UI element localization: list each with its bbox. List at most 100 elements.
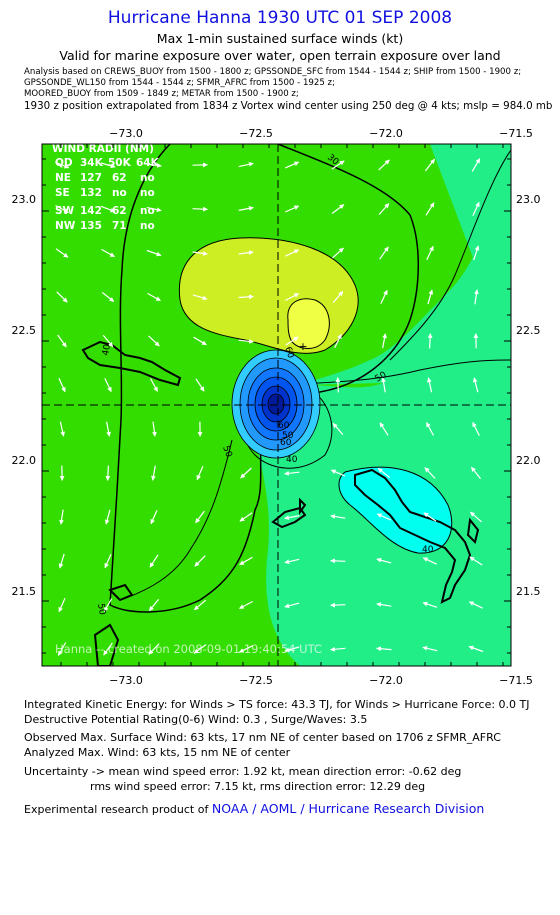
wind-arrow bbox=[284, 470, 300, 476]
outer-40kt-contour bbox=[109, 144, 419, 613]
wind-arrow bbox=[376, 602, 392, 607]
wind-arrow bbox=[376, 513, 392, 521]
wind-arrow bbox=[332, 247, 344, 259]
wind-arrow bbox=[330, 558, 346, 564]
wind-arrow bbox=[378, 203, 390, 215]
wind-arrow bbox=[59, 421, 66, 437]
wind-arrow bbox=[56, 291, 68, 303]
wind-arrow bbox=[106, 421, 111, 437]
wind-arrow bbox=[57, 642, 67, 656]
wind-arrow bbox=[379, 422, 389, 436]
wind-field-map: + 30 40 50 60 40 50 60 60 50 40 50 WIND … bbox=[12, 127, 541, 687]
wind-radii-ne-34: 127 bbox=[80, 172, 102, 184]
wind-radii-sw-qd: SW bbox=[55, 205, 75, 217]
wind-arrow bbox=[238, 600, 253, 610]
plot-frame bbox=[41, 143, 512, 667]
wind-arrow bbox=[148, 643, 160, 655]
wind-arrow bbox=[331, 160, 345, 170]
wind-arrow bbox=[423, 512, 437, 522]
wind-arrow bbox=[335, 377, 341, 393]
credit-line: Experimental research product of NOAA / … bbox=[24, 801, 484, 816]
lat-label-right: 22.0 bbox=[516, 454, 541, 467]
wind-arrow bbox=[238, 338, 254, 344]
wind-arrow bbox=[427, 333, 433, 349]
wind-arrow bbox=[146, 206, 162, 213]
wind-arrow bbox=[285, 292, 300, 302]
wind-arrow bbox=[239, 556, 253, 566]
wind-arrow bbox=[55, 248, 69, 258]
credit-prefix: Experimental research product of bbox=[24, 803, 212, 816]
uncertainty-line-1: Uncertainty -> mean wind speed error: 1.… bbox=[24, 765, 462, 778]
wind-arrow bbox=[470, 466, 482, 480]
wind-arrow bbox=[425, 202, 435, 216]
wind-radii-se-64: no bbox=[140, 187, 155, 199]
wind-arrow bbox=[334, 333, 342, 348]
wind-arrow bbox=[195, 378, 205, 392]
wind-arrow bbox=[148, 598, 160, 612]
page-title: Hurricane Hanna 1930 UTC 01 SEP 2008 bbox=[107, 8, 453, 28]
wind-radii-header-50k: 50K bbox=[108, 157, 132, 169]
wind-arrow bbox=[422, 557, 437, 565]
wind-arrow bbox=[150, 509, 158, 525]
contour-50-southwest bbox=[119, 439, 233, 601]
wind-arrow bbox=[424, 467, 436, 479]
lon-label-bottom: −73.0 bbox=[109, 674, 143, 687]
wind-arrow bbox=[284, 161, 300, 169]
lon-label-top: −72.5 bbox=[239, 127, 273, 140]
wind-arrow bbox=[332, 291, 344, 303]
credit-org-link[interactable]: NOAA / AOML / Hurricane Research Divisio… bbox=[211, 801, 485, 816]
ike-line: Integrated Kinetic Energy: for Winds > T… bbox=[24, 698, 530, 711]
wind-arrow bbox=[424, 158, 436, 172]
contour-label-40: 40 bbox=[101, 343, 113, 356]
contour-yellowgreen bbox=[178, 237, 359, 354]
analysis-line: GPSSONDE_WL150 from 1544 - 1544 z; SFMR_… bbox=[24, 78, 335, 88]
wind-arrow bbox=[474, 289, 479, 305]
wind-arrow bbox=[332, 423, 344, 435]
wind-arrow bbox=[58, 597, 66, 613]
wind-arrow bbox=[469, 556, 483, 566]
wind-arrow bbox=[426, 377, 433, 393]
wind-radii-nw-50: 71 bbox=[112, 220, 127, 232]
wind-arrow bbox=[377, 467, 391, 479]
wind-arrow bbox=[55, 204, 69, 214]
lat-label-right: 23.0 bbox=[516, 193, 541, 206]
lat-label-right: 21.5 bbox=[516, 585, 541, 598]
contour-label-60: 60 bbox=[278, 421, 290, 431]
wind-radii-title: WIND RADII (NM) bbox=[52, 143, 154, 155]
wind-arrow bbox=[382, 333, 387, 349]
wind-arrow bbox=[105, 465, 111, 481]
wind-arrow bbox=[149, 554, 159, 568]
cyan-south-of-center-region bbox=[300, 150, 511, 385]
coastline-great-inagua bbox=[81, 340, 182, 387]
light-cyan-region bbox=[338, 467, 452, 554]
eye-core bbox=[231, 349, 321, 459]
wind-radii-header-64k: 64K bbox=[136, 157, 160, 169]
wind-radii-se-50: no bbox=[112, 187, 127, 199]
wind-radii-nw-64: no bbox=[140, 220, 155, 232]
wind-arrow bbox=[100, 162, 116, 169]
wind-arrow bbox=[471, 158, 481, 172]
wind-arrow bbox=[101, 291, 115, 303]
wind-arrow bbox=[239, 512, 253, 522]
coastlines bbox=[81, 340, 480, 666]
contour-label-60: 60 bbox=[282, 346, 295, 360]
wind-arrow bbox=[146, 163, 162, 168]
wind-arrow bbox=[104, 509, 111, 525]
analysis-line: Analysis based on CREWS_BUOY from 1500 -… bbox=[24, 67, 522, 77]
wind-arrow bbox=[101, 248, 115, 258]
wind-arrow bbox=[330, 646, 346, 652]
wind-arrow bbox=[284, 558, 300, 565]
wind-arrow bbox=[378, 159, 390, 171]
analyzed-max-wind-line: Analyzed Max. Wind: 63 kts, 15 nm NE of … bbox=[24, 746, 291, 759]
wind-arrow bbox=[192, 294, 208, 301]
wind-radii-table: WIND RADII (NM) QD 34K 50K 64K NE 127 62… bbox=[52, 143, 160, 232]
wind-arrow bbox=[427, 289, 434, 305]
wind-arrow bbox=[57, 334, 67, 348]
contour-40-northeast bbox=[389, 149, 511, 361]
axis-ticks bbox=[42, 144, 511, 666]
wind-arrow bbox=[238, 206, 254, 211]
lat-label-left: 23.0 bbox=[12, 193, 37, 206]
contour-40-east bbox=[299, 359, 511, 385]
wind-arrow bbox=[472, 377, 479, 393]
lat-label-right: 22.5 bbox=[516, 324, 541, 337]
